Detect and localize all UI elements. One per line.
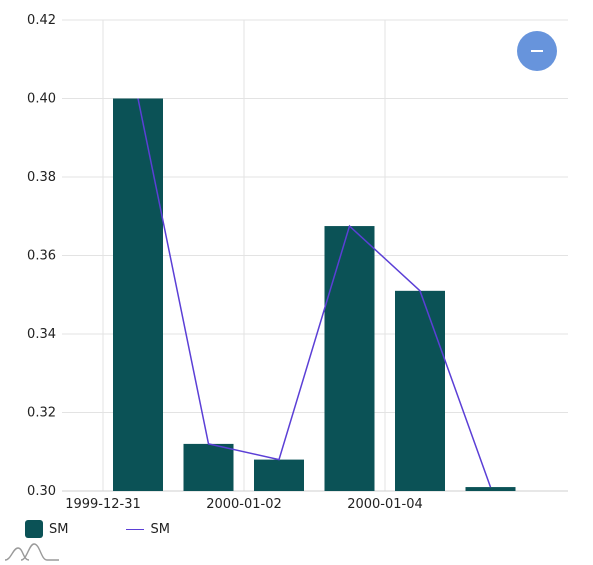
y-tick-label: 0.36 (27, 249, 56, 264)
bar[interactable] (254, 459, 304, 491)
bar-series (113, 98, 516, 492)
legend-item-bar[interactable]: SM (25, 520, 68, 538)
y-tick-label: 0.30 (27, 484, 56, 499)
minus-icon (531, 50, 543, 52)
line-series (137, 98, 492, 488)
zoom-out-button[interactable] (517, 31, 557, 71)
y-tick-label: 0.42 (27, 13, 56, 28)
bar[interactable] (113, 98, 163, 492)
x-tick-label: 1999-12-31 (65, 497, 141, 512)
x-axis: 1999-12-31 2000-01-02 2000-01-04 (65, 497, 423, 512)
legend-item-line[interactable]: SM (126, 521, 170, 537)
y-axis: 0.30 0.32 0.34 0.36 0.38 0.40 0.42 (27, 13, 56, 499)
y-tick-label: 0.40 (27, 92, 56, 107)
y-tick-label: 0.38 (27, 170, 56, 185)
legend-bar-label: SM (49, 521, 69, 537)
legend-line-swatch-icon (126, 528, 145, 530)
legend: SM SM (25, 520, 228, 538)
bar[interactable] (324, 226, 375, 491)
x-tick-label: 2000-01-02 (206, 497, 282, 512)
bar[interactable] (465, 487, 516, 491)
bar[interactable] (183, 443, 234, 491)
y-tick-label: 0.34 (27, 327, 56, 342)
x-tick-label: 2000-01-04 (347, 497, 423, 512)
legend-line-label: SM (150, 521, 170, 537)
y-tick-label: 0.32 (27, 406, 56, 421)
bar[interactable] (395, 290, 445, 491)
legend-bar-swatch-icon (25, 520, 43, 538)
line-series-path[interactable] (137, 98, 492, 488)
amcharts-logo-icon[interactable] (3, 540, 61, 562)
